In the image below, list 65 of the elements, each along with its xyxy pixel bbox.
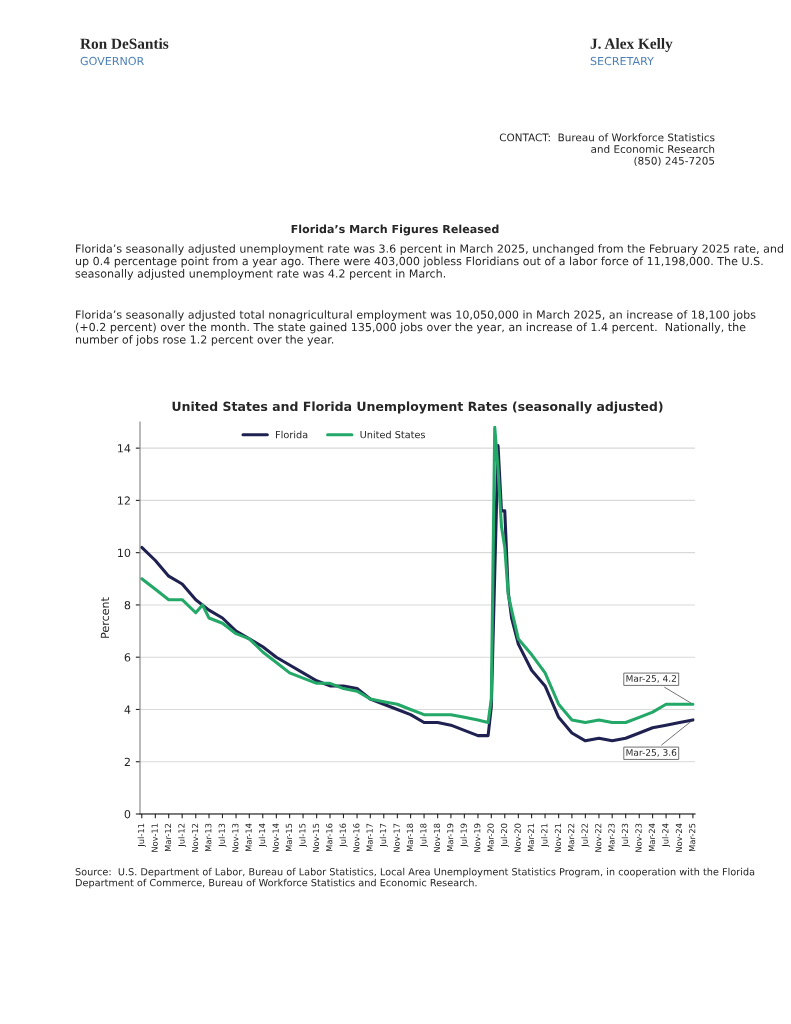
legend-label: Florida — [276, 430, 308, 439]
text: GOVERNOR — [80, 56, 144, 66]
x-tick-label: Nov-22 — [595, 823, 602, 852]
x-tick-label: Mar-24 — [648, 823, 656, 852]
x-tick-label: Nov-19 — [474, 823, 481, 852]
x-tick-label: Mar-15 — [285, 823, 293, 852]
x-tick-label: Mar-19 — [447, 823, 454, 852]
x-tick-label: Nov-13 — [232, 823, 239, 852]
text: Ron DeSantis — [80, 38, 169, 49]
x-tick-label: Mar-16 — [326, 823, 333, 852]
x-tick-label: Jul-19 — [460, 823, 469, 848]
x-tick-label: Jul-15 — [299, 823, 308, 848]
x-tick-label: Mar-13 — [205, 823, 212, 852]
x-tick-label: Nov-12 — [191, 823, 199, 852]
x-tick-label: Jul-14 — [258, 823, 267, 848]
x-tick-label: Jul-22 — [581, 823, 590, 848]
x-tick-label: Mar-20 — [487, 823, 494, 852]
annotation: Mar-25, 4.2 — [626, 675, 676, 683]
x-tick-label: Nov-14 — [272, 823, 279, 852]
x-tick-label: Jul-20 — [500, 823, 509, 848]
x-tick-label: Jul-18 — [420, 823, 429, 848]
x-tick-label: Mar-14 — [245, 823, 252, 852]
x-tick-label: Jul-11 — [137, 823, 146, 848]
x-tick-label: Jul-16 — [339, 823, 348, 848]
y-tick-label: 2 — [124, 757, 130, 766]
x-tick-label: Nov-17 — [393, 823, 400, 852]
legend-label: United States — [360, 430, 426, 439]
y-tick-label: 4 — [124, 705, 131, 714]
x-tick-label: Nov-18 — [433, 823, 441, 852]
x-tick-label: Mar-21 — [527, 823, 535, 852]
x-tick-label: Nov-15 — [312, 823, 320, 852]
text: CONTACT: Bureau of Workforce Statistics and Economic Research (850) 245-7205 — [499, 133, 715, 166]
text: Florida’s seasonally adjusted total nonagricultural employment was 10,050,000 in March 2025, an increase of 18,100 jobs (+0.2 percent) over the month. The state gained 135,000 jobs over the year, an increase of 1.4 percent. Nationally, the number of jobs rose 1.2 percent over the year. — [75, 310, 756, 346]
x-tick-label: Mar-23 — [608, 823, 615, 852]
y-tick-label: 12 — [118, 496, 130, 505]
y-tick-label: 10 — [118, 548, 131, 558]
x-tick-label: Jul-24 — [662, 823, 671, 848]
x-tick-label: Nov-23 — [635, 823, 642, 852]
x-tick-label: Mar-25 — [689, 823, 696, 852]
x-tick-label: Nov-16 — [353, 823, 360, 852]
y-tick-label: 6 — [124, 653, 131, 662]
x-tick-label: Jul-23 — [621, 823, 630, 848]
y-tick-label: 14 — [118, 444, 131, 453]
x-tick-label: Jul-12 — [178, 823, 187, 848]
x-tick-label: Mar-12 — [164, 823, 172, 852]
x-tick-label: Mar-18 — [406, 823, 414, 852]
x-tick-label: Jul-21 — [541, 823, 550, 848]
text: Florida’s March Figures Released — [291, 224, 499, 236]
y-tick-label: 0 — [124, 809, 131, 819]
x-tick-label: Nov-21 — [554, 823, 562, 852]
x-tick-label: Nov-24 — [675, 823, 683, 852]
chart-title: United States and Florida Unemployment Rates (seasonally adjusted) — [172, 401, 663, 414]
x-tick-label: Jul-13 — [218, 823, 227, 848]
text: SECRETARY — [590, 56, 654, 66]
text: Florida’s seasonally adjusted unemployment rate was 3.6 percent in March 2025, unchanged from the February 2025 rate, and up 0.4 percentage point from a year ago. There were 403,000 jobless Floridians out of a labor force of 11,198,000. The U.S. seasonally adjusted unemployment rate was 4.2 percent in March. — [75, 244, 784, 280]
x-tick-label: Nov-20 — [514, 823, 521, 852]
x-tick-label: Nov-11 — [151, 823, 158, 852]
text: J. Alex Kelly — [590, 38, 673, 52]
source-note: Source: U.S. Department of Labor, Bureau of Labor Statistics, Local Area Unemployment Statistics Program, in cooperation with the Florida Department of Commerce, Bureau of Workforce Statistics and Economic Research. — [75, 867, 755, 889]
x-tick-label: Mar-22 — [568, 823, 575, 852]
y-axis-title: Percent — [100, 597, 110, 638]
annotation: Mar-25, 3.6 — [626, 749, 677, 757]
x-tick-label: Jul-17 — [379, 823, 388, 848]
x-tick-label: Mar-17 — [366, 823, 373, 852]
y-tick-label: 8 — [124, 600, 131, 610]
